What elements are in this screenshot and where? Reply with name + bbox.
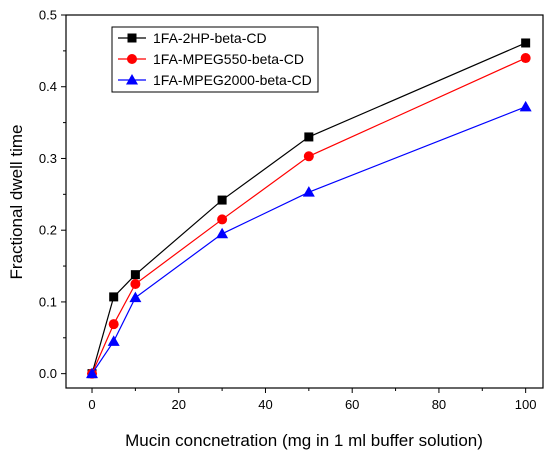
- data-point: [109, 292, 119, 302]
- legend-entry: 1FA-MPEG2000-beta-CD: [118, 72, 312, 88]
- y-tick-label: 0.2: [39, 223, 57, 238]
- tick-labels: 0 20 40 60 80 100 0.0 0.1 0.2 0.3 0.4 0.5: [39, 8, 537, 413]
- y-axis-title: Fractional dwell time: [7, 125, 26, 280]
- data-point: [304, 132, 314, 142]
- data-point: [217, 195, 227, 205]
- y-tick-label: 0.5: [39, 8, 57, 23]
- legend: 1FA-2HP-beta-CD 1FA-MPEG550-beta-CD 1FA-MP…: [111, 26, 319, 93]
- legend-entry: 1FA-MPEG550-beta-CD: [118, 51, 304, 67]
- series-circle: [87, 53, 531, 379]
- data-point: [130, 278, 141, 289]
- x-tick-label: 40: [258, 397, 272, 412]
- data-point: [216, 227, 229, 239]
- legend-label: 1FA-2HP-beta-CD: [153, 30, 267, 46]
- data-point: [302, 186, 315, 197]
- x-tick-label: 60: [345, 397, 359, 412]
- data-point: [520, 53, 531, 64]
- x-tick-label: 80: [432, 397, 446, 412]
- plot-area-frame: [65, 14, 544, 389]
- legend-label: 1FA-MPEG2000-beta-CD: [153, 72, 312, 88]
- data-point: [129, 291, 142, 303]
- y-tick-label: 0.4: [39, 79, 57, 94]
- legend-box: [111, 26, 319, 93]
- x-axis-title: Mucin concnetration (mg in 1 ml buffer s…: [125, 431, 483, 450]
- data-point: [521, 38, 531, 48]
- series-layer: [86, 38, 532, 379]
- data-point: [303, 151, 314, 162]
- data-point: [86, 367, 99, 379]
- x-tick-label: 100: [515, 397, 537, 412]
- legend-marker: [126, 74, 138, 85]
- legend-marker: [127, 33, 137, 43]
- y-tick-label: 0.1: [39, 294, 57, 309]
- data-point: [217, 214, 228, 225]
- legend-entry: 1FA-2HP-beta-CD: [118, 30, 267, 46]
- series-line: [91, 42, 526, 374]
- y-tick-label: 0.3: [39, 151, 57, 166]
- tick-marks: [61, 14, 527, 393]
- series-line: [91, 57, 526, 374]
- series-triangle: [86, 100, 532, 379]
- data-point: [108, 319, 119, 330]
- y-tick-label: 0.0: [39, 366, 57, 381]
- legend-label: 1FA-MPEG550-beta-CD: [153, 51, 304, 67]
- data-point: [107, 335, 120, 346]
- x-tick-label: 0: [88, 397, 95, 412]
- data-point: [130, 270, 140, 280]
- data-point: [519, 100, 532, 112]
- x-tick-label: 20: [172, 397, 186, 412]
- legend-marker: [127, 54, 137, 64]
- series-line: [91, 106, 526, 374]
